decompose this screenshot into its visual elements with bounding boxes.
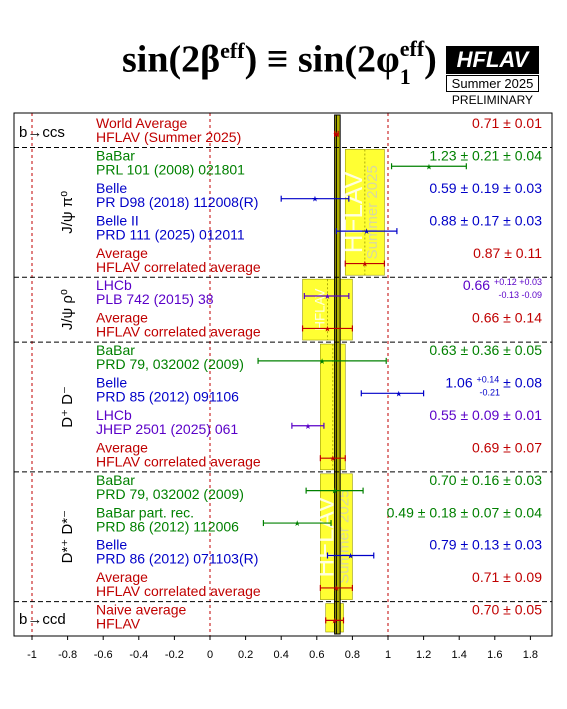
entry-reference-label: PRD 79, 032002 (2009) [96, 486, 244, 502]
x-tick-label: 1.4 [452, 649, 467, 661]
central-value-marker: ★ [331, 616, 338, 625]
entry-reference-label: PR D98 (2018) 112008(R) [96, 194, 258, 210]
x-tick-label: -0.8 [58, 649, 77, 661]
central-value-marker: ★ [311, 195, 318, 204]
x-tick-label: 0.6 [309, 649, 324, 661]
entry-reference-label: PLB 742 (2015) 38 [96, 291, 214, 307]
group-label: b→ccs [19, 124, 65, 141]
entry-experiment-label: BaBar part. rec. [96, 504, 194, 520]
entry-result: 0.71 ± 0.01 [472, 115, 542, 131]
edition-label: Summer 2025 [446, 75, 539, 92]
entry-result: 0.70 ± 0.05 [472, 602, 542, 618]
entry-result: 0.59 ± 0.19 ± 0.03 [429, 180, 542, 196]
entry-experiment-label: Average [96, 439, 148, 455]
x-tick-label: 1.8 [523, 649, 538, 661]
hflav-logo: HFLAV [446, 46, 539, 74]
band-watermark: HFLAV [312, 288, 327, 330]
entry-reference-label: HFLAV correlated average [96, 453, 261, 469]
preliminary-label: PRELIMINARY [451, 93, 534, 107]
entry-result: 0.66 ± 0.14 [472, 310, 542, 326]
x-tick-label: 0.4 [274, 649, 289, 661]
entry-result: 0.71 ± 0.09 [472, 569, 542, 585]
world-average-band [334, 114, 341, 635]
central-value-marker: ★ [333, 130, 340, 139]
central-value-marker: ★ [361, 260, 368, 269]
x-tick-label: 0.8 [345, 649, 360, 661]
entry-reference-label: HFLAV [96, 616, 141, 632]
band-watermark: HFLAV [338, 171, 368, 254]
x-tick-label: 0 [207, 649, 213, 661]
entry-reference-label: JHEP 2501 (2025) 061 [96, 421, 238, 437]
central-value-marker: ★ [347, 552, 354, 561]
entry-experiment-label: Average [96, 569, 148, 585]
x-tick-label: 0.2 [238, 649, 253, 661]
entry-experiment-label: BaBar [96, 342, 135, 358]
group-label: J/ψ ρ⁰ [59, 289, 76, 330]
entry-result: 0.49 ± 0.18 ± 0.07 ± 0.04 [387, 504, 543, 520]
entry-reference-label: PRD 85 (2012) 091106 [96, 389, 239, 405]
x-tick-label: -0.6 [94, 649, 113, 661]
entry-result: 1.23 ± 0.21 ± 0.04 [429, 147, 542, 163]
x-tick-label: 1 [385, 649, 391, 661]
x-tick-label: -1 [27, 649, 37, 661]
x-tick-label: -0.2 [165, 649, 184, 661]
entry-result: 0.63 ± 0.36 ± 0.05 [429, 342, 542, 358]
entry-result: 0.70 ± 0.16 ± 0.03 [429, 472, 542, 488]
entry-experiment-label: LHCb [96, 277, 132, 293]
group-label: D*⁺ D*⁻ [59, 510, 76, 563]
plot-frame [13, 112, 553, 637]
entry-result: 0.55 ± 0.09 ± 0.01 [429, 407, 542, 423]
central-value-marker: ★ [319, 357, 326, 366]
entry-result: 0.69 ± 0.07 [472, 439, 542, 455]
entry-experiment-label: World Average [96, 115, 188, 131]
entry-result-lower-error: -0.13 -0.09 [498, 290, 542, 300]
entry-result: 0.79 ± 0.13 ± 0.03 [429, 537, 542, 553]
entry-experiment-label: BaBar [96, 147, 135, 163]
central-value-marker: ★ [304, 422, 311, 431]
entry-experiment-label: Belle II [96, 212, 139, 228]
entry-reference-label: PRD 111 (2025) 012011 [96, 226, 245, 242]
central-value-marker: ★ [294, 519, 301, 528]
entry-result-lower-error: -0.21 [479, 388, 500, 398]
entry-reference-label: PRD 79, 032002 (2009) [96, 356, 244, 372]
entry-experiment-label: Belle [96, 537, 127, 553]
group-label: J/ψ π⁰ [59, 191, 76, 234]
entry-reference-label: HFLAV correlated average [96, 583, 261, 599]
entry-reference-label: PRD 86 (2012) 071103(R) [96, 551, 258, 567]
average-band [302, 278, 353, 341]
entry-reference-label: HFLAV correlated average [96, 324, 261, 340]
entry-reference-label: HFLAV correlated average [96, 259, 261, 275]
entry-experiment-label: Belle [96, 180, 127, 196]
central-value-marker: ★ [324, 324, 331, 333]
x-tick-label: -0.4 [129, 649, 148, 661]
entry-experiment-label: Belle [96, 375, 127, 391]
entry-result: 0.87 ± 0.11 [473, 245, 542, 261]
central-value-marker: ★ [363, 227, 370, 236]
central-value-marker: ★ [425, 162, 432, 171]
central-value-marker: ★ [324, 292, 331, 301]
entry-experiment-label: Average [96, 245, 148, 261]
entry-reference-label: PRD 86 (2012) 112006 [96, 518, 239, 534]
entry-result: 0.66 +0.12 +0.03 [463, 277, 542, 293]
x-tick-label: 1.6 [487, 649, 502, 661]
central-value-marker: ★ [331, 487, 338, 496]
entry-reference-label: HFLAV (Summer 2025) [96, 129, 241, 145]
entry-experiment-label: BaBar [96, 472, 135, 488]
group-label: D⁺ D⁻ [59, 386, 76, 428]
central-value-marker: ★ [395, 389, 402, 398]
group-label: b→ccd [19, 611, 66, 628]
entry-experiment-label: Naive average [96, 602, 186, 618]
x-tick-label: 1.2 [416, 649, 431, 661]
central-value-marker: ★ [329, 454, 336, 463]
entry-experiment-label: LHCb [96, 407, 132, 423]
entry-experiment-label: Average [96, 310, 148, 326]
band-watermark-sub: Summer 2025 [364, 165, 381, 259]
chart-title: sin(2βeff) ≡ sin(2φeff 1) [122, 36, 437, 89]
central-value-marker: ★ [333, 584, 340, 593]
entry-reference-label: PRL 101 (2008) 021801 [96, 161, 245, 177]
entry-result: 1.06 +0.14 ± 0.08 [445, 375, 542, 391]
entry-result: 0.88 ± 0.17 ± 0.03 [429, 212, 542, 228]
